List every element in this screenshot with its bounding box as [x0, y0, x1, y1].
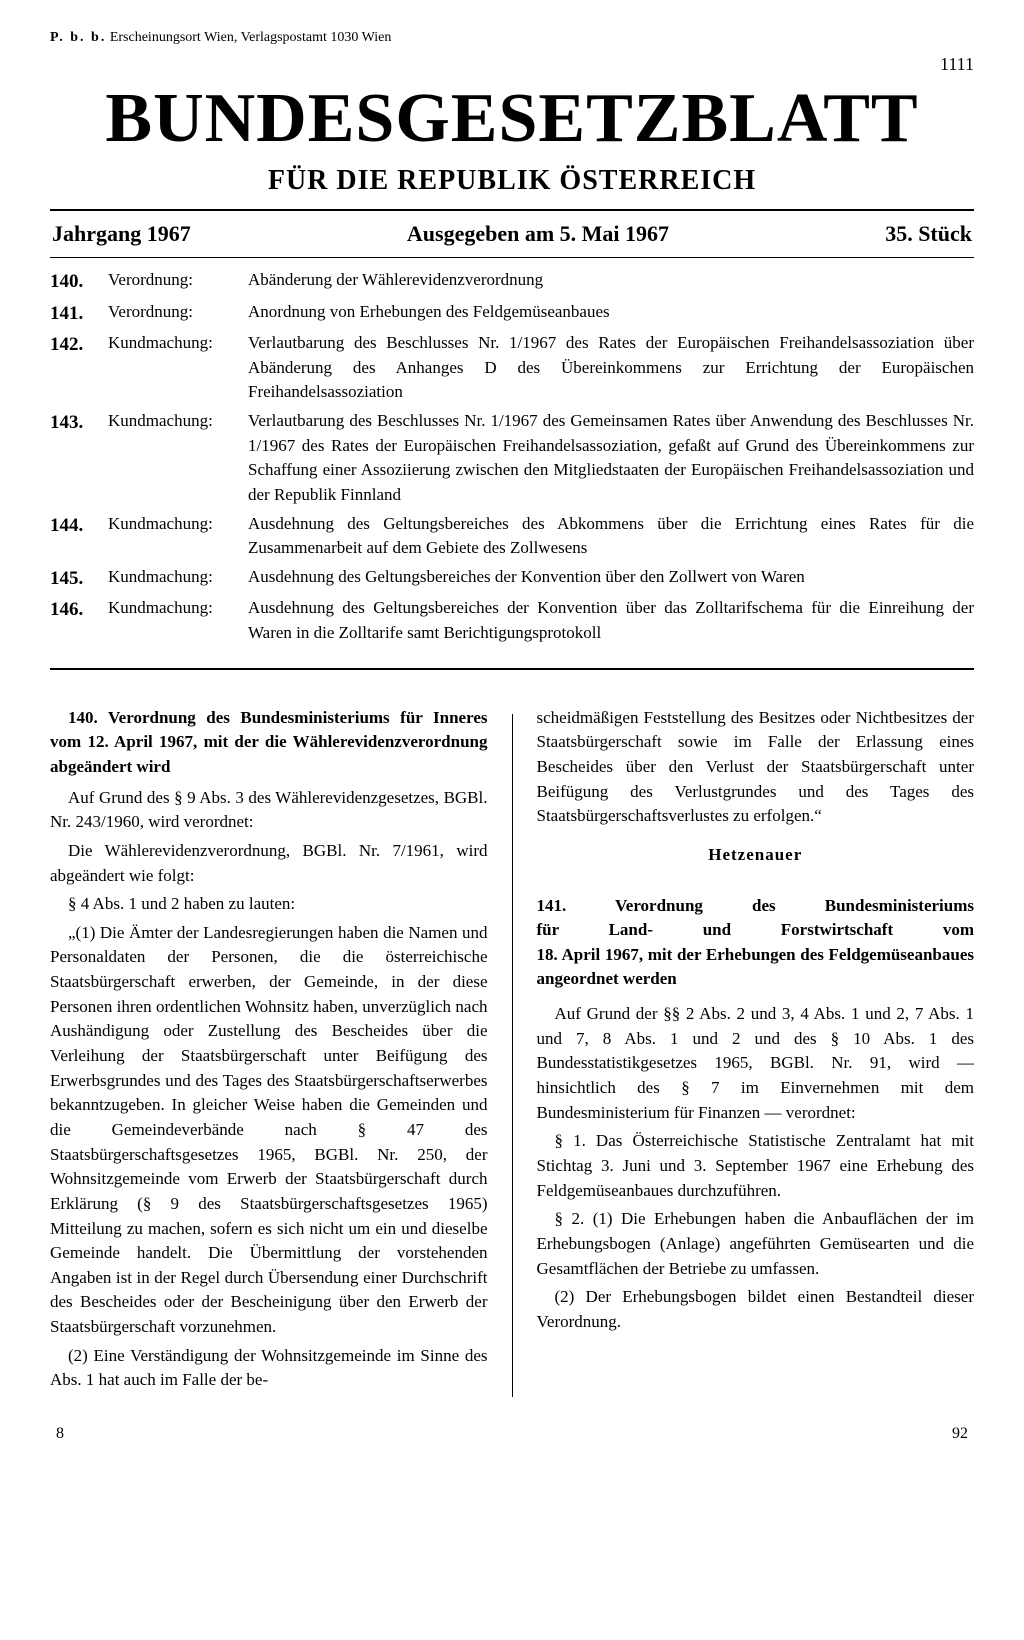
column-separator — [512, 714, 513, 1397]
stueck: 35. Stück — [885, 221, 972, 247]
paragraph: (2) Eine Verständigung der Wohnsitzgemei… — [50, 1344, 488, 1393]
toc-kind: Kundmachung: — [108, 331, 248, 356]
toc-row: 146. Kundmachung: Ausdehnung des Geltung… — [50, 596, 974, 645]
paragraph: scheidmäßigen Feststellung des Besitzes … — [537, 706, 975, 829]
toc-row: 144. Kundmachung: Ausdehnung des Geltung… — [50, 512, 974, 561]
paragraph: Auf Grund der §§ 2 Abs. 2 und 3, 4 Abs. … — [537, 1002, 975, 1125]
toc-text: Ausdehnung des Geltungsbereiches der Kon… — [248, 565, 974, 590]
toc-text: Ausdehnung des Geltungsbereiches des Abk… — [248, 512, 974, 561]
toc-num: 145. — [50, 565, 108, 593]
right-column: scheidmäßigen Feststellung des Besitzes … — [537, 706, 975, 1397]
rule — [50, 668, 974, 670]
paragraph: (2) Der Erhebungsbogen bildet einen Best… — [537, 1285, 975, 1334]
paragraph: § 4 Abs. 1 und 2 haben zu lauten: — [50, 892, 488, 917]
body-columns: 140. Verordnung des Bundesministeriums f… — [50, 706, 974, 1397]
head-line: für Land- und Forstwirtschaft vom — [537, 920, 975, 939]
publisher-line: P. b. b. Erscheinungsort Wien, Verlagspo… — [50, 30, 974, 46]
toc-kind: Verordnung: — [108, 300, 248, 325]
toc-row: 140. Verordnung: Abänderung der Wählerev… — [50, 268, 974, 296]
toc-num: 144. — [50, 512, 108, 540]
paragraph: „(1) Die Ämter der Landesregierungen hab… — [50, 921, 488, 1340]
publisher-text: Erscheinungsort Wien, Verlagspostamt 103… — [106, 30, 391, 45]
toc-text: Anordnung von Erhebungen des Feldgemüsea… — [248, 300, 974, 325]
toc-row: 143. Kundmachung: Verlautbarung des Besc… — [50, 409, 974, 508]
issue-line: Jahrgang 1967 Ausgegeben am 5. Mai 1967 … — [50, 211, 974, 257]
paragraph: § 2. (1) Die Erhebungen haben die Anbauf… — [537, 1207, 975, 1281]
toc-kind: Kundmachung: — [108, 596, 248, 621]
foot-left: 8 — [56, 1425, 64, 1443]
paragraph: Auf Grund des § 9 Abs. 3 des Wählerevide… — [50, 786, 488, 835]
footer: 8 92 — [50, 1425, 974, 1443]
masthead-subtitle: FÜR DIE REPUBLIK ÖSTERREICH — [50, 165, 974, 197]
toc-kind: Verordnung: — [108, 268, 248, 293]
toc-num: 143. — [50, 409, 108, 437]
toc-num: 141. — [50, 300, 108, 328]
toc-text: Abänderung der Wählerevidenzverordnung — [248, 268, 974, 293]
toc-row: 142. Kundmachung: Verlautbarung des Besc… — [50, 331, 974, 405]
toc-num: 140. — [50, 268, 108, 296]
jahrgang: Jahrgang 1967 — [52, 221, 191, 247]
toc-kind: Kundmachung: — [108, 409, 248, 434]
pbb-mark: P. b. b. — [50, 30, 106, 45]
paragraph: Die Wählerevidenzverordnung, BGBl. Nr. 7… — [50, 839, 488, 888]
ausgegeben: Ausgegeben am 5. Mai 1967 — [407, 221, 669, 247]
left-column: 140. Verordnung des Bundesministeriums f… — [50, 706, 488, 1397]
page-number-top: 1111 — [50, 54, 974, 75]
entry-140-head: 140. Verordnung des Bundesministeriums f… — [50, 706, 488, 780]
toc-num: 146. — [50, 596, 108, 624]
toc-text: Ausdehnung des Geltungsbereiches der Kon… — [248, 596, 974, 645]
toc-row: 141. Verordnung: Anordnung von Erhebunge… — [50, 300, 974, 328]
table-of-contents: 140. Verordnung: Abänderung der Wählerev… — [50, 258, 974, 668]
toc-kind: Kundmachung: — [108, 512, 248, 537]
signature: Hetzenauer — [537, 843, 975, 868]
toc-kind: Kundmachung: — [108, 565, 248, 590]
paragraph: § 1. Das Österreichische Statistische Ze… — [537, 1129, 975, 1203]
masthead-title: BUNDESGESETZBLATT — [50, 79, 974, 159]
foot-right: 92 — [952, 1425, 968, 1443]
toc-num: 142. — [50, 331, 108, 359]
toc-row: 145. Kundmachung: Ausdehnung des Geltung… — [50, 565, 974, 593]
head-line: 18. April 1967, mit der Erhebungen des F… — [537, 943, 975, 992]
toc-text: Verlautbarung des Beschlusses Nr. 1/1967… — [248, 409, 974, 508]
head-line: 141. Verordnung des Bundesministeriums — [537, 896, 975, 915]
entry-141-head: 141. Verordnung des Bundesministeriums f… — [537, 894, 975, 993]
toc-text: Verlautbarung des Beschlusses Nr. 1/1967… — [248, 331, 974, 405]
